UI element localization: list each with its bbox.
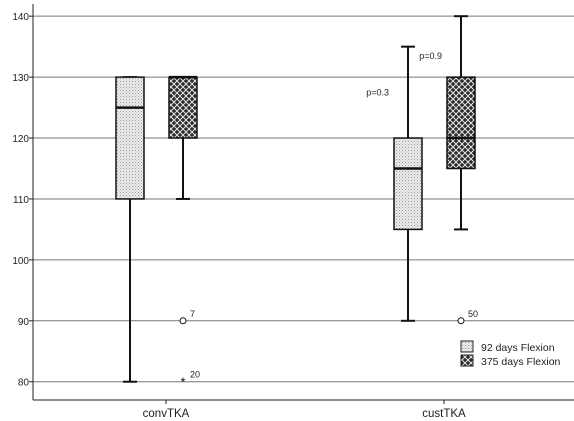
y-tick-label-80: 80 [18, 378, 30, 389]
box-s1-convTKA [168, 76, 198, 139]
outlier-label-50: 50 [468, 309, 478, 319]
outlier-circle-50 [457, 317, 465, 325]
y-tick-label-90: 90 [18, 317, 30, 328]
outlier-star-20: * [180, 375, 185, 390]
box-layer [115, 15, 476, 383]
outlier-layer: 7 * 20 50 [179, 309, 478, 390]
tick-layer: 80 90 100 110 120 130 140 convTKA custTKA [12, 12, 466, 420]
y-tick-label-100: 100 [12, 256, 29, 267]
legend-swatch-92-days [460, 340, 474, 353]
y-tick-label-140: 140 [12, 12, 29, 23]
annotation-pvalue-1: p=0.9 [419, 51, 442, 61]
box-s0-convTKA [115, 76, 145, 200]
legend-label-375-days: 375 days Flexion [481, 356, 561, 368]
x-tick-label-custTKA: custTKA [422, 408, 466, 420]
legend-label-92-days: 92 days Flexion [481, 342, 555, 354]
outlier-label-20: 20 [190, 370, 200, 380]
outlier-label-7: 7 [190, 309, 195, 319]
y-tick-label-110: 110 [13, 195, 29, 206]
annotation-pvalue-0: p=0.3 [366, 87, 389, 97]
y-tick-label-130: 130 [12, 73, 29, 84]
legend: 92 days Flexion 375 days Flexion [460, 340, 561, 368]
box-s0-custTKA [393, 137, 423, 231]
y-tick-label-120: 120 [12, 134, 29, 145]
legend-swatch-375-days [460, 354, 474, 367]
x-tick-label-convTKA: convTKA [143, 408, 190, 420]
box-s1-custTKA [446, 76, 476, 170]
outlier-circle-7 [179, 317, 187, 325]
axis-layer [32, 4, 574, 401]
annotation-layer: p=0.3 p=0.9 [366, 51, 442, 98]
grid-layer [33, 15, 574, 383]
